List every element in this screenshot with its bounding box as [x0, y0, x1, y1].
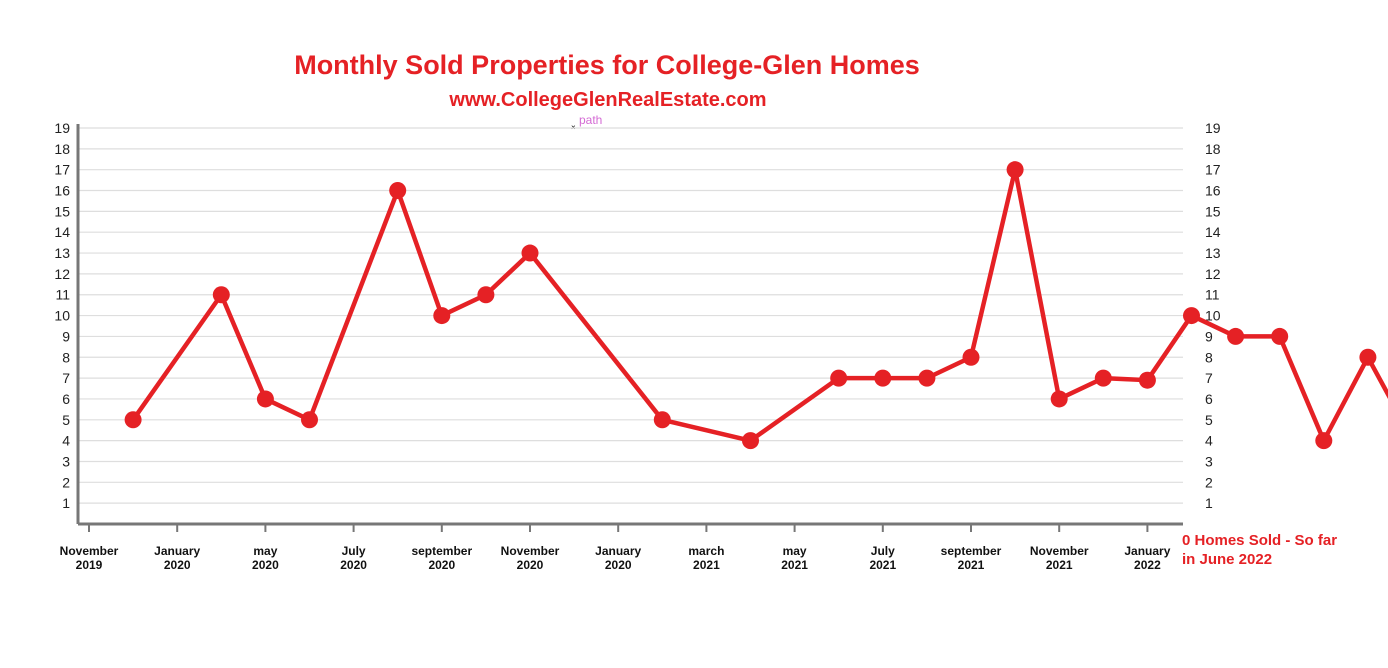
x-tick-label: July — [871, 544, 895, 558]
x-tick-label: 2021 — [869, 558, 896, 572]
annotation-line-2: in June 2022 — [1182, 551, 1272, 568]
data-point — [962, 348, 980, 366]
x-tick-label: 2021 — [693, 558, 720, 572]
data-point — [124, 411, 142, 429]
chart-subtitle: www.CollegeGlenRealEstate.com — [448, 89, 766, 111]
x-tick-label: 2020 — [605, 558, 632, 572]
x-tick-label: may — [783, 544, 807, 558]
x-tick-label: 2021 — [781, 558, 808, 572]
y-tick-label: 6 — [1205, 391, 1213, 407]
data-point — [301, 411, 318, 429]
y-tick-label: 18 — [1205, 141, 1221, 157]
y-tick-label: 14 — [1205, 224, 1221, 240]
y-tick-label: 1 — [1205, 495, 1213, 511]
x-tick-label: 2021 — [958, 558, 985, 572]
y-tick-label: 9 — [62, 328, 70, 344]
data-point — [1227, 327, 1245, 345]
data-point — [212, 286, 230, 304]
data-point — [830, 369, 848, 387]
x-tick-label: 2020 — [164, 558, 191, 572]
y-tick-label: 12 — [54, 266, 70, 282]
data-point — [1138, 371, 1156, 389]
y-tick-label: 17 — [1205, 162, 1221, 178]
y-tick-label: 4 — [1205, 433, 1213, 449]
series-line — [131, 167, 1388, 443]
y-tick-label: 13 — [54, 245, 70, 261]
y-tick-label: 4 — [62, 433, 70, 449]
x-tick-label: 2020 — [252, 558, 279, 572]
data-point — [1271, 327, 1289, 345]
data-point — [389, 182, 407, 200]
y-tick-label: 2 — [62, 474, 70, 490]
y-tick-label: 14 — [54, 224, 70, 240]
data-point — [1050, 390, 1068, 408]
x-tick-label: 2022 — [1134, 558, 1161, 572]
x-tick-label: November — [501, 544, 560, 558]
y-tick-label: 18 — [54, 141, 70, 157]
x-axis: November2019January2020may2020July2020se… — [60, 124, 1183, 572]
x-tick-label: september — [411, 544, 472, 558]
chart-title: Monthly Sold Properties for College-Glen… — [294, 50, 920, 80]
x-tick-label: 2020 — [428, 558, 455, 572]
y-tick-label: 6 — [62, 391, 70, 407]
y-tick-label: 11 — [1205, 287, 1220, 303]
x-tick-label: may — [253, 544, 277, 558]
y-tick-label: 3 — [62, 453, 70, 469]
x-tick-label: 2020 — [517, 558, 544, 572]
y-tick-label: 9 — [1205, 328, 1213, 344]
x-tick-label: January — [595, 544, 641, 558]
data-point — [477, 286, 495, 304]
y-tick-label: 10 — [1205, 308, 1221, 324]
y-tick-label: 13 — [1205, 245, 1221, 261]
y-tick-label: 16 — [54, 183, 70, 199]
y-tick-label: 2 — [1205, 474, 1213, 490]
x-tick-label: July — [342, 544, 366, 558]
gridlines — [78, 127, 1183, 504]
data-point — [521, 244, 539, 262]
annotation-line-1: 0 Homes Sold - So far — [1182, 532, 1337, 549]
x-tick-label: september — [941, 544, 1002, 558]
y-tick-label: 8 — [1205, 349, 1213, 365]
y-tick-label: 8 — [62, 349, 70, 365]
x-tick-label: November — [60, 544, 119, 558]
x-tick-label: march — [688, 544, 724, 558]
y-tick-label: 16 — [1205, 183, 1221, 199]
x-tick-label: January — [154, 544, 200, 558]
data-point — [433, 307, 451, 325]
y-tick-label: 3 — [1205, 453, 1213, 469]
y-tick-label: 1 — [62, 495, 70, 511]
data-point — [653, 411, 671, 429]
y-tick-label: 15 — [1205, 203, 1221, 219]
y-tick-label: 17 — [54, 162, 70, 178]
data-point — [1094, 369, 1112, 387]
data-point — [1006, 161, 1024, 179]
y-tick-label: 5 — [62, 412, 70, 428]
data-point — [918, 369, 936, 387]
y-tick-label: 7 — [1205, 370, 1213, 386]
y-tick-label: 15 — [54, 203, 70, 219]
y-tick-label: 12 — [1205, 266, 1221, 282]
data-point — [1183, 307, 1200, 325]
y-tick-label: 7 — [62, 370, 70, 386]
y-tick-label: 10 — [54, 308, 70, 324]
data-point — [742, 432, 759, 450]
data-point — [874, 369, 892, 387]
data-point — [256, 390, 274, 408]
y-tick-label: 19 — [1205, 120, 1221, 136]
y-tick-label: 11 — [55, 287, 70, 303]
data-point — [1315, 432, 1333, 450]
y-tick-label: 19 — [54, 120, 70, 136]
y-tick-label: 5 — [1205, 412, 1213, 428]
x-tick-label: 2021 — [1046, 558, 1073, 572]
x-tick-label: November — [1030, 544, 1089, 558]
data-point — [1359, 348, 1377, 366]
x-tick-label: 2019 — [76, 558, 103, 572]
series-homes-sold — [124, 161, 1388, 450]
stray-path-label: path — [579, 113, 602, 127]
x-tick-label: January — [1124, 544, 1170, 558]
x-tick-label: 2020 — [340, 558, 367, 572]
